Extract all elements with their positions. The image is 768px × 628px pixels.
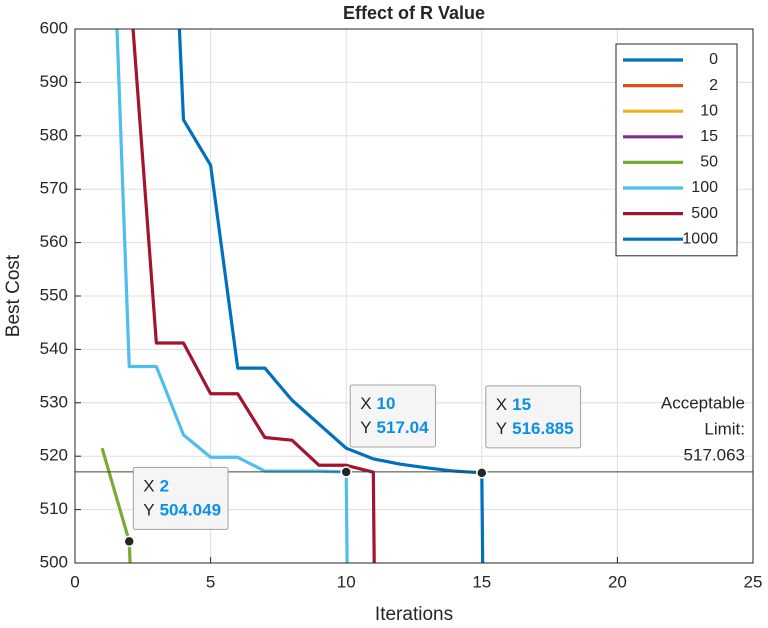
legend-label: 15 <box>700 128 718 145</box>
datatip-y-value: 504.049 <box>160 501 221 520</box>
y-tick-label: 570 <box>40 179 68 198</box>
y-tick-label: 580 <box>40 125 68 144</box>
legend-label: 1000 <box>682 230 718 247</box>
legend-label: 500 <box>691 205 718 222</box>
y-axis-label: Best Cost <box>3 254 24 337</box>
legend-label: 2 <box>709 77 718 94</box>
datatip-x-value: 2 <box>160 477 169 496</box>
datatip: X 2Y 504.049 <box>123 466 229 548</box>
y-tick-label: 500 <box>40 552 68 571</box>
y-tick-label: 600 <box>40 18 68 37</box>
axes-box <box>74 28 754 564</box>
datatip-x-label: X <box>360 394 371 413</box>
x-axis-label: Iterations <box>375 604 453 625</box>
reference-label: Limit: <box>704 419 745 438</box>
datatip-y-label: Y <box>143 501 154 520</box>
datatip-marker <box>123 535 135 548</box>
legend-box <box>615 43 738 257</box>
y-tick-label: 560 <box>40 232 68 251</box>
x-tick-label: 5 <box>206 572 215 591</box>
datatip-box <box>485 385 582 449</box>
datatip-x-label: X <box>496 395 507 414</box>
series-line <box>177 29 485 563</box>
datatip-x-label: X <box>143 477 154 496</box>
x-tick-label: 25 <box>744 572 763 591</box>
datatip-y-label: Y <box>360 418 371 437</box>
datatip-marker <box>476 467 488 479</box>
y-tick-label: 590 <box>40 72 68 91</box>
datatip-x: X 10 <box>360 394 395 413</box>
datatip-y-value: 517.04 <box>377 418 430 437</box>
y-tick-label: 540 <box>40 339 68 358</box>
datatip-x-value: 10 <box>377 394 396 413</box>
y-tick-label: 550 <box>40 285 68 304</box>
legend-label: 100 <box>691 179 718 196</box>
datatip-box <box>132 466 229 530</box>
datatip-y: Y 517.04 <box>360 418 429 437</box>
datatip-x-value: 15 <box>512 395 531 414</box>
datatip-x: X 15 <box>496 395 531 414</box>
datatip: X 15 Y 516.885 <box>476 385 582 479</box>
x-tick-label: 15 <box>472 572 491 591</box>
legend: 0 2 10 15 50 100 500 1000 <box>615 43 738 257</box>
datatip-box <box>349 384 437 448</box>
x-tick-label: 20 <box>608 572 627 591</box>
y-tick-label: 520 <box>40 446 68 465</box>
datatip-y-value: 516.885 <box>512 419 573 438</box>
x-tick-label: 0 <box>70 572 79 591</box>
series-line <box>131 29 376 563</box>
x-tick-label: 10 <box>337 572 356 591</box>
datatip-y: Y 504.049 <box>143 501 221 520</box>
datatip-marker <box>340 466 352 478</box>
y-tick-label: 510 <box>40 499 68 518</box>
reference-label: Acceptable <box>661 393 745 412</box>
datatip: X 10 Y 517.04 <box>340 384 437 478</box>
legend-label: 0 <box>709 51 718 68</box>
legend-label: 10 <box>700 102 718 119</box>
datatip-y: Y 516.885 <box>496 419 574 438</box>
datatip-y-label: Y <box>496 419 507 438</box>
y-tick-label: 530 <box>40 392 68 411</box>
reference-value: 517.063 <box>684 445 745 464</box>
chart-title: Effect of R Value <box>343 3 485 23</box>
legend-label: 50 <box>700 154 718 171</box>
